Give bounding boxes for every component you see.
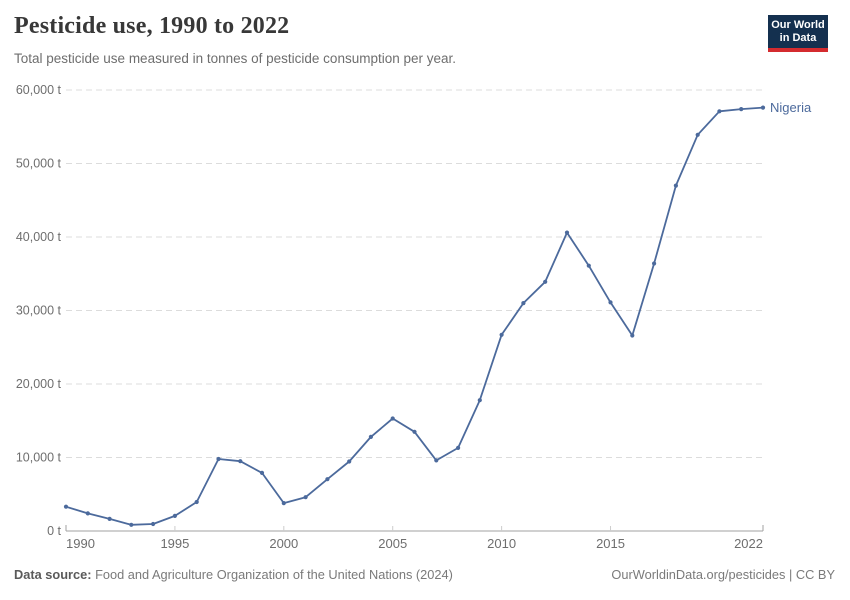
data-point-nigeria-2015[interactable] [608,300,613,305]
y-tick-label-30000: 30,000 t [16,304,62,318]
y-tick-label-0: 0 t [47,524,61,538]
data-point-nigeria-2012[interactable] [543,279,548,284]
x-tick-label-2015: 2015 [596,536,625,551]
data-point-nigeria-2002[interactable] [325,477,330,482]
data-point-nigeria-2000[interactable] [281,501,286,506]
data-source-label: Data source: [14,567,92,582]
x-tick-label-1995: 1995 [160,536,189,551]
data-point-nigeria-1993[interactable] [129,522,134,527]
data-point-nigeria-2004[interactable] [368,434,373,439]
data-point-nigeria-2009[interactable] [477,398,482,403]
y-tick-label-20000: 20,000 t [16,377,62,391]
y-tick-label-60000: 60,000 t [16,83,62,97]
data-point-nigeria-2003[interactable] [347,459,352,464]
x-tick-label-1990: 1990 [66,536,95,551]
x-tick-label-2005: 2005 [378,536,407,551]
y-tick-label-50000: 50,000 t [16,157,62,171]
data-point-nigeria-2011[interactable] [521,301,526,306]
data-point-nigeria-1995[interactable] [172,513,177,518]
data-point-nigeria-2007[interactable] [434,458,439,463]
series-line-nigeria[interactable] [65,106,764,526]
data-point-nigeria-1996[interactable] [194,499,199,505]
data-source-note: Data source: Food and Agriculture Organi… [14,567,453,582]
data-point-nigeria-2018[interactable] [673,183,679,188]
data-point-nigeria-1998[interactable] [238,459,243,464]
data-point-nigeria-2010[interactable] [499,332,504,337]
data-point-nigeria-2022[interactable] [760,105,766,110]
owid-logo-line1: Our World [771,18,825,31]
x-tick-label-2000: 2000 [269,536,298,551]
page-subtitle: Total pesticide use measured in tonnes o… [14,51,457,66]
data-point-nigeria-2001[interactable] [303,495,308,500]
data-source-text: Food and Agriculture Organization of the… [91,567,453,582]
y-tick-label-40000: 40,000 t [16,230,62,244]
chart-footer: Data source: Food and Agriculture Organi… [14,567,835,582]
data-point-nigeria-2006[interactable] [412,429,417,434]
owid-logo[interactable]: Our World in Data [768,15,828,52]
data-point-nigeria-2013[interactable] [564,230,570,235]
data-point-nigeria-1992[interactable] [107,516,112,521]
data-point-nigeria-1991[interactable] [85,511,90,516]
data-point-nigeria-2008[interactable] [456,445,461,450]
page-title: Pesticide use, 1990 to 2022 [14,13,290,39]
data-point-nigeria-2017[interactable] [652,261,657,266]
owid-logo-line2: in Data [779,31,817,44]
x-tick-label-2010: 2010 [487,536,516,551]
data-point-nigeria-1999[interactable] [259,470,265,475]
data-point-nigeria-2019[interactable] [695,132,700,137]
data-point-nigeria-1994[interactable] [151,521,156,527]
chart-plot-area[interactable]: 0 t 10,000 t 20,000 t 30,000 t 40,000 t 50,00… [0,78,850,563]
data-point-nigeria-1997[interactable] [216,456,221,462]
data-point-nigeria-1990[interactable] [63,504,69,509]
series-label-nigeria[interactable]: Nigeria [770,100,812,115]
data-point-nigeria-2016[interactable] [630,333,635,338]
footer-link[interactable]: OurWorldinData.org/pesticides | CC BY [611,567,835,582]
data-point-nigeria-2014[interactable] [586,263,591,268]
x-tick-label-2022: 2022 [734,536,763,551]
data-point-nigeria-2021[interactable] [739,107,744,112]
y-tick-label-10000: 10,000 t [16,451,62,465]
data-point-nigeria-2005[interactable] [390,416,395,421]
data-point-nigeria-2020[interactable] [717,109,722,114]
